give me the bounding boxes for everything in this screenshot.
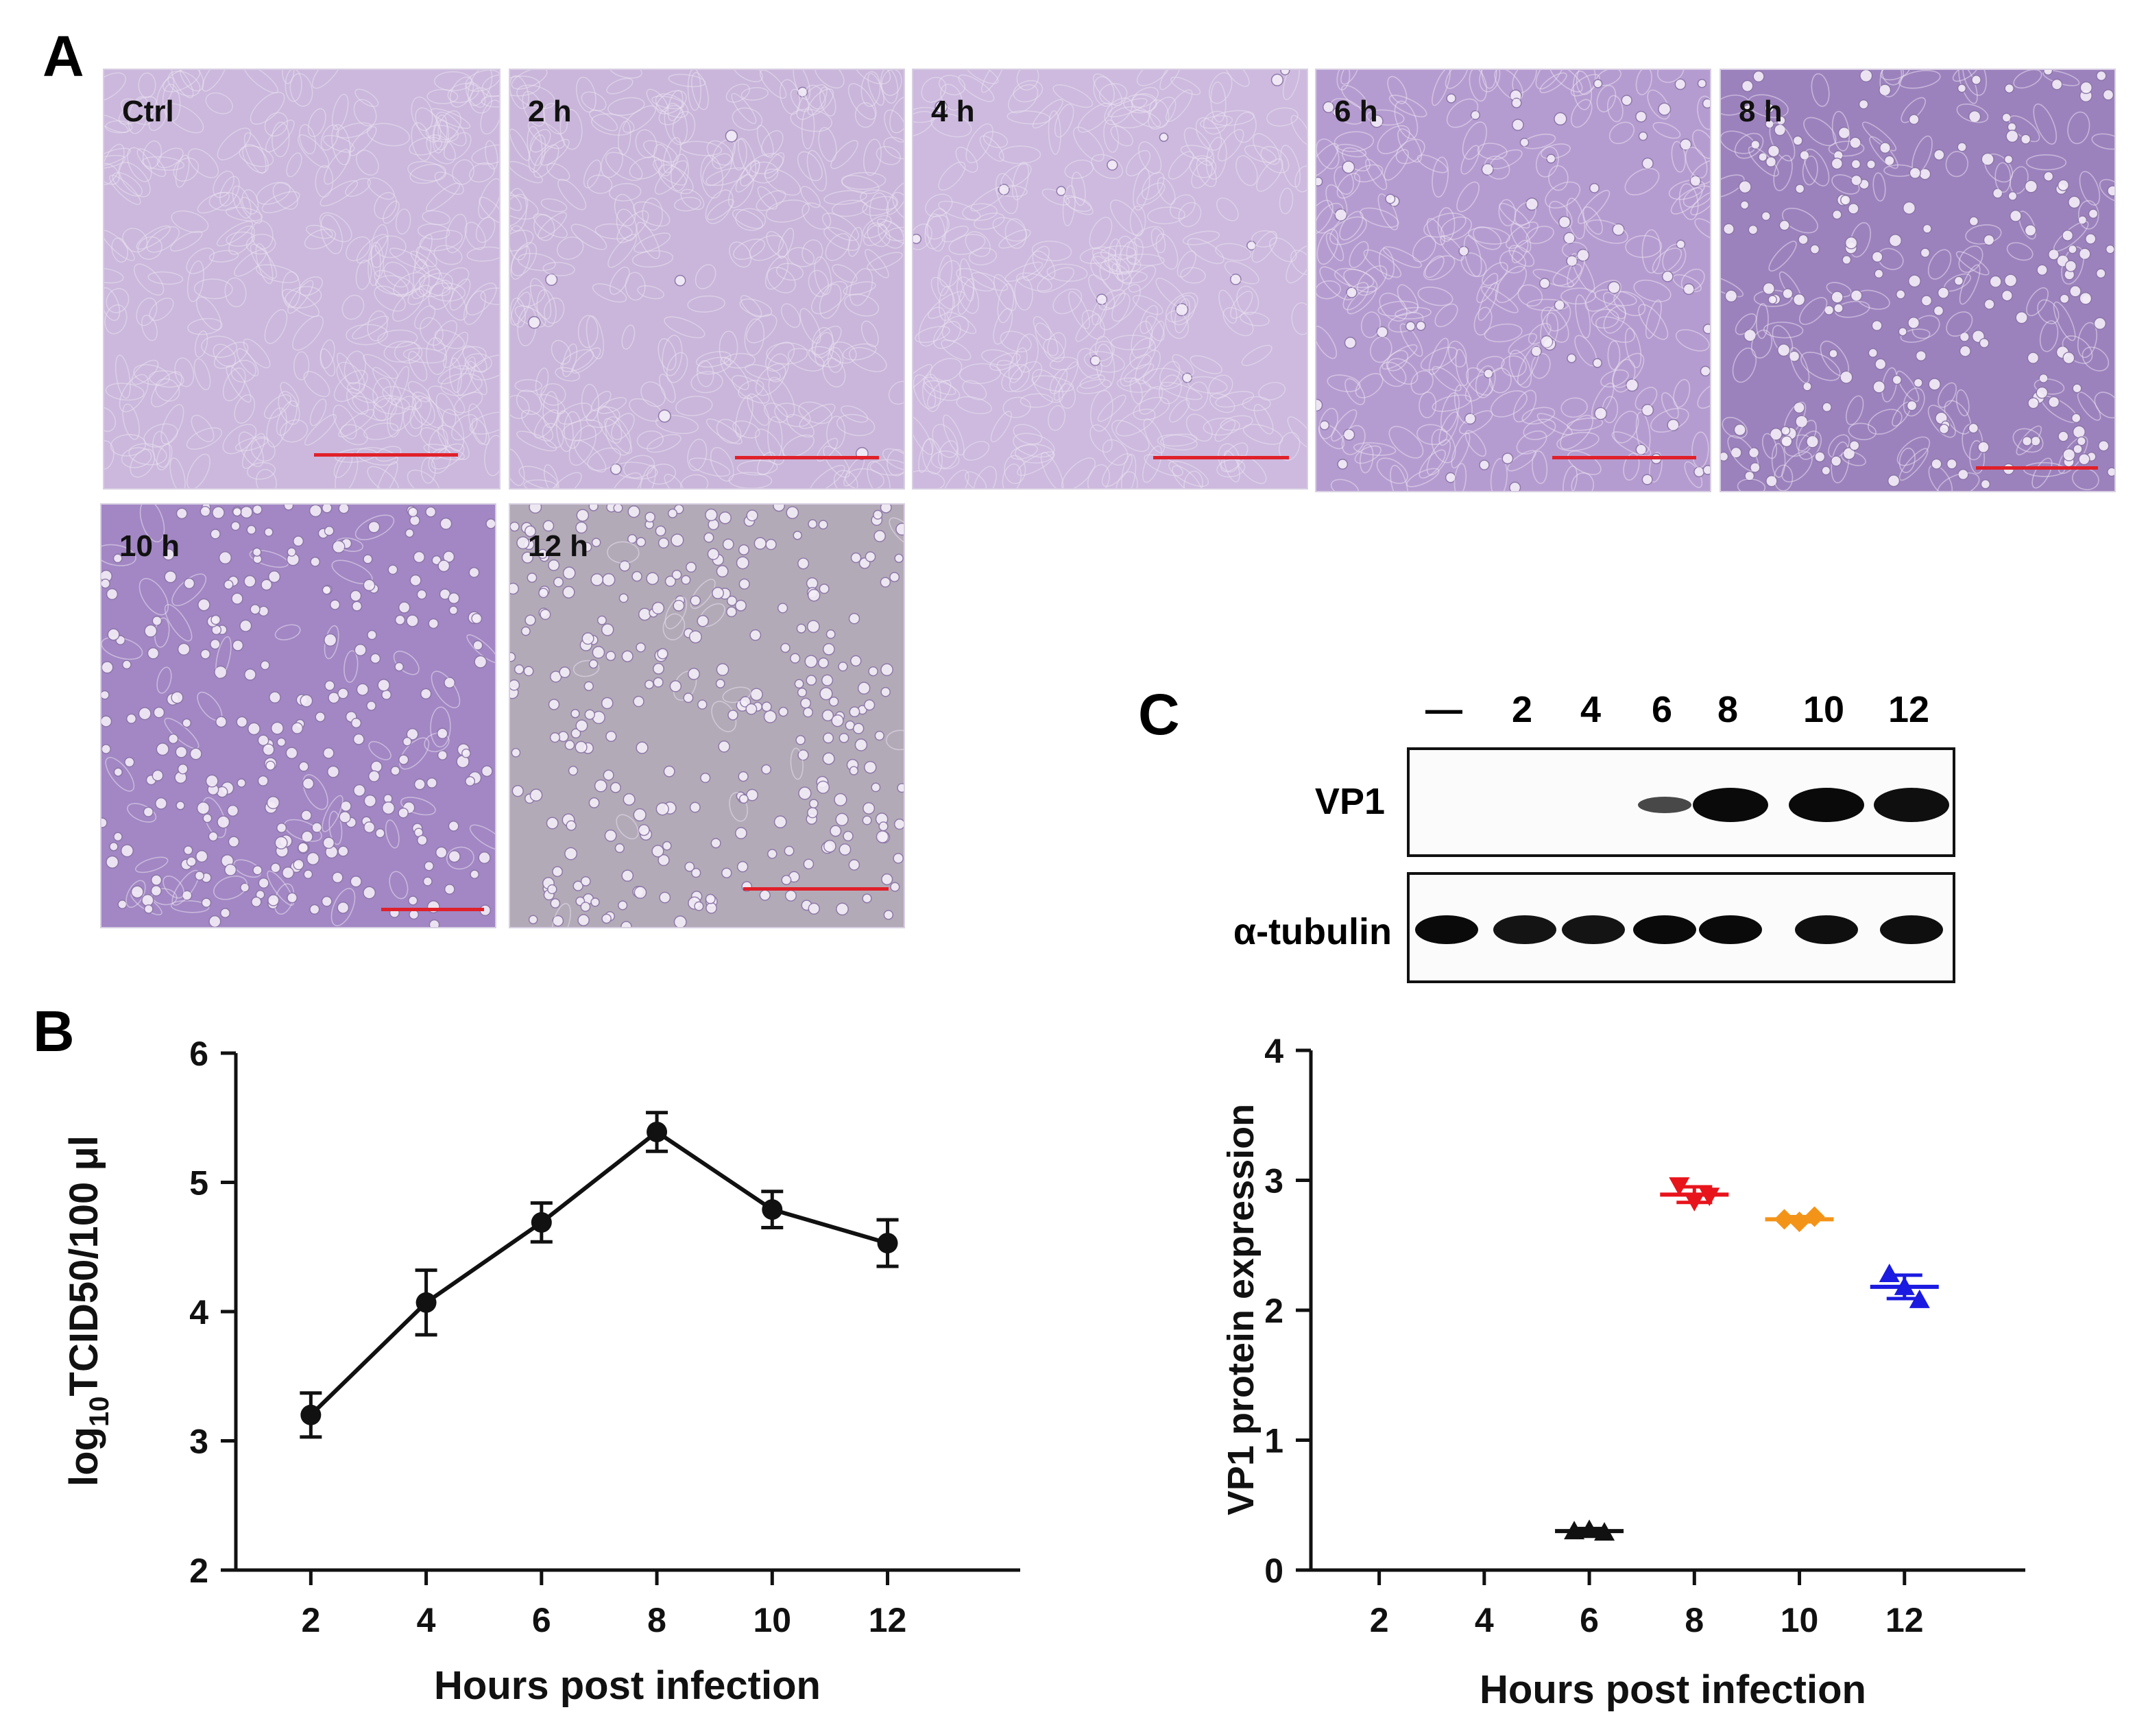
blot-band (1693, 788, 1768, 822)
data-point (300, 1404, 322, 1425)
lane-label: 2 (1511, 689, 1533, 730)
micrograph-label: 4 h (931, 95, 975, 128)
lane-label: — (1425, 689, 1462, 730)
cell-texture (510, 505, 904, 927)
series-line (309, 1129, 889, 1416)
cell-texture (913, 70, 1307, 488)
lane-label: 6 (1651, 689, 1673, 730)
blot-band (1795, 915, 1858, 944)
lane-label: 8 (1717, 689, 1739, 730)
micrograph: 12 h (509, 503, 905, 928)
blot-row-label-tubulin: α-tubulin (1233, 911, 1392, 952)
data-point (415, 1292, 437, 1313)
y-tick-label: 5 (189, 1164, 208, 1203)
scale-bar (735, 456, 879, 459)
micrograph: 2 h (509, 69, 905, 490)
y-tick-label: 2 (1264, 1292, 1283, 1330)
blot-band (1638, 797, 1691, 813)
cell-texture (1316, 70, 1710, 491)
chart-b-xlabel: Hours post infection (434, 1663, 821, 1708)
x-tick-label: 12 (1885, 1601, 1924, 1639)
data-point (877, 1233, 898, 1254)
x-tick-label: 8 (1685, 1601, 1704, 1639)
x-tick-label: 10 (1781, 1601, 1819, 1639)
y-tick-label: 2 (189, 1552, 208, 1590)
panel-b-letter: B (33, 999, 75, 1063)
cell-texture (1721, 70, 2114, 491)
cell-texture (101, 505, 495, 927)
x-tick-label: 4 (417, 1601, 436, 1639)
blot-band (1699, 915, 1762, 944)
data-point (531, 1211, 552, 1233)
micrograph: 6 h (1315, 69, 1711, 492)
blot-band (1789, 788, 1864, 822)
x-tick-label: 8 (647, 1601, 666, 1639)
y-tick-label: 1 (1264, 1422, 1283, 1460)
blot-band (1562, 915, 1625, 944)
y-tick-label: 4 (1264, 1032, 1283, 1070)
micrograph-label: 2 h (528, 95, 572, 128)
x-tick-label: 4 (1475, 1601, 1494, 1639)
blot-band (1633, 915, 1696, 944)
x-tick-label: 2 (301, 1601, 320, 1639)
micrograph-label: 6 h (1334, 95, 1378, 128)
y-tick-label: 4 (189, 1293, 208, 1331)
scale-bar (743, 887, 889, 891)
micrograph-label: Ctrl (122, 95, 174, 128)
y-tick-label: 6 (189, 1035, 208, 1073)
chart-b-titer: log10TCID50/100 μl Hours post infection … (62, 1035, 1020, 1708)
blot-band (1874, 788, 1949, 822)
chart-b-ylabel: log10TCID50/100 μl (62, 1135, 114, 1486)
scale-bar (1976, 466, 2098, 470)
panel-c-letter: C (1138, 682, 1180, 747)
micrograph-label: 12 h (528, 529, 589, 563)
micrograph-label: 10 h (119, 529, 180, 563)
blot-band (1415, 915, 1478, 944)
x-tick-label: 6 (532, 1601, 551, 1639)
micrograph: 10 h (100, 503, 496, 928)
micrograph: 8 h (1720, 69, 2116, 492)
scale-bar (1552, 456, 1696, 459)
y-tick-label: 3 (189, 1423, 208, 1461)
chart-c-ylabel: VP1 protein expression (1220, 1104, 1262, 1515)
lane-label: 10 (1802, 689, 1845, 730)
micrograph-label: 8 h (1739, 95, 1783, 128)
micrograph: Ctrl (103, 69, 500, 490)
scale-bar (1153, 456, 1289, 459)
x-tick-label: 10 (753, 1601, 791, 1639)
data-point (1699, 1188, 1720, 1207)
scale-bar (381, 908, 484, 911)
blot-band (1493, 915, 1556, 944)
data-point (1879, 1263, 1900, 1282)
blot-strip-vp1 (1407, 747, 1955, 857)
x-tick-label: 12 (869, 1601, 907, 1639)
data-point (762, 1199, 783, 1220)
blot-band (1880, 915, 1943, 944)
x-tick-label: 2 (1370, 1601, 1389, 1639)
micrograph: 4 h (912, 69, 1308, 490)
lane-label: 12 (1887, 689, 1930, 730)
cell-texture (104, 70, 499, 488)
panel-a-letter: A (43, 24, 84, 88)
blot-row-label-vp1: VP1 (1314, 781, 1385, 822)
blot-strip-tubulin (1407, 872, 1955, 983)
cell-texture (510, 70, 904, 488)
chart-c-vp1: VP1 protein expression Hours post infect… (1220, 1032, 2025, 1712)
chart-c-xlabel: Hours post infection (1480, 1667, 1866, 1712)
y-tick-label: 0 (1264, 1552, 1283, 1590)
x-tick-label: 6 (1580, 1601, 1599, 1639)
y-tick-label: 3 (1264, 1162, 1283, 1201)
lane-label: 4 (1580, 689, 1602, 730)
data-point (647, 1121, 668, 1142)
scale-bar (314, 453, 458, 457)
